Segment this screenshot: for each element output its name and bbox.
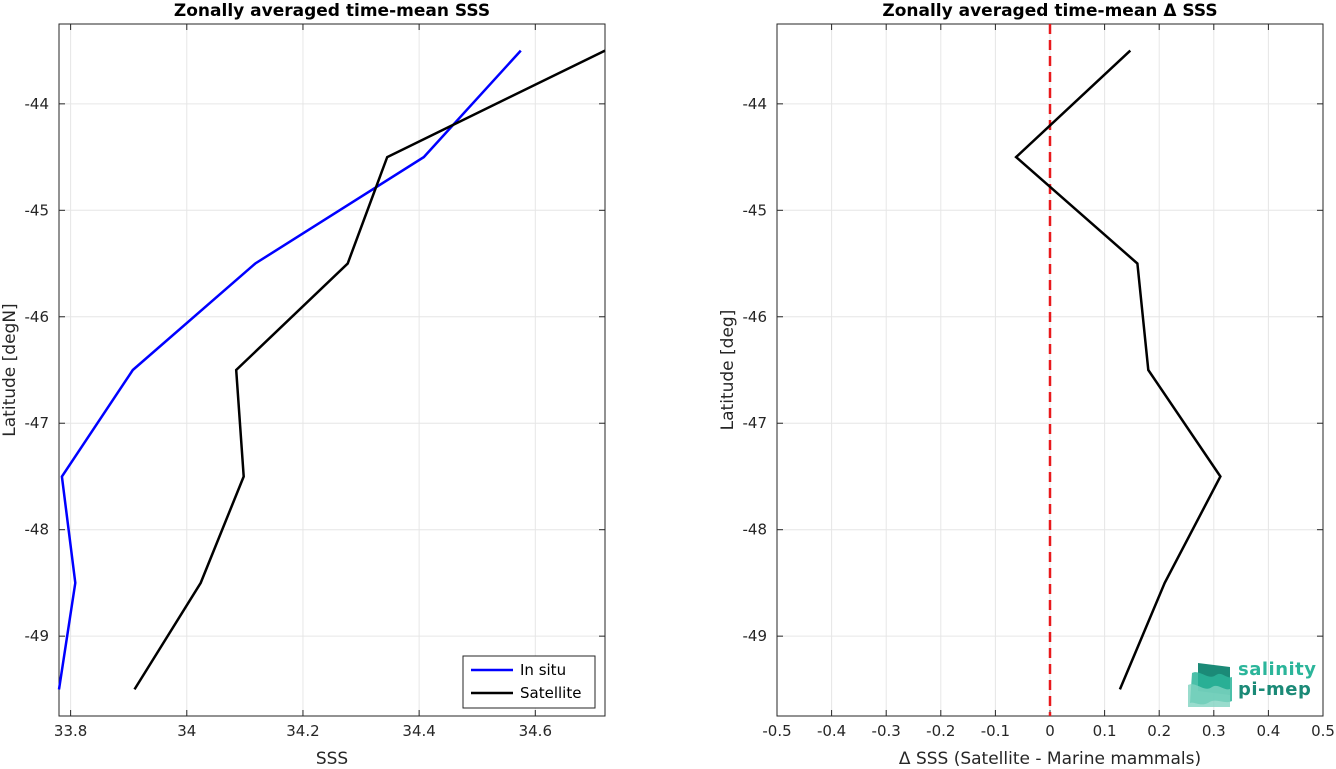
x-tick-label: 0.4 xyxy=(1256,722,1280,740)
y-tick-label: -46 xyxy=(743,308,768,326)
plot-area xyxy=(59,24,605,716)
chart-title: Zonally averaged time-mean SSS xyxy=(174,1,490,21)
x-tick-label: -0.2 xyxy=(926,722,955,740)
y-tick-label: -44 xyxy=(743,95,768,113)
series-line-delta-sss xyxy=(1014,49,1222,690)
x-tick-label: 33.8 xyxy=(54,722,87,740)
logo-wave-icon xyxy=(1188,663,1232,707)
x-tick-label: 34 xyxy=(177,722,196,740)
x-tick-label: -0.3 xyxy=(872,722,901,740)
y-axis-label: Latitude [degN] xyxy=(0,303,20,436)
y-tick-label: -46 xyxy=(25,308,50,326)
right-panel-delta-sss: -0.5 -0.4 -0.3 -0.2 -0.1 0 0.1 0.2 0.3 0.4 0.5 -49 -… xyxy=(718,1,1335,769)
x-tick-label: 34.6 xyxy=(519,722,552,740)
y-tick-label: -49 xyxy=(743,627,768,645)
series-line-satellite xyxy=(133,49,606,691)
y-tick-label: -44 xyxy=(25,95,50,113)
x-tick-label: 0 xyxy=(1045,722,1055,740)
x-tick-label: 0.5 xyxy=(1311,722,1335,740)
x-tick-label: 34.4 xyxy=(402,722,435,740)
x-tick-label: 0.1 xyxy=(1093,722,1117,740)
y-tick-label: -47 xyxy=(743,414,768,432)
legend-label: In situ xyxy=(520,661,566,679)
x-tick-label: -0.1 xyxy=(981,722,1010,740)
chart-title: Zonally averaged time-mean Δ SSS xyxy=(882,1,1217,21)
y-axis-label: Latitude [deg] xyxy=(718,310,738,431)
x-axis-label: SSS xyxy=(316,749,348,769)
series-line-in-situ xyxy=(57,49,522,690)
y-tick-label: -49 xyxy=(25,627,50,645)
y-tick-label: -45 xyxy=(25,201,50,219)
legend-label: Satellite xyxy=(520,684,581,702)
salinity-pi-mep-logo: salinity pi-mep xyxy=(1186,657,1316,709)
legend: In situ Satellite xyxy=(462,655,596,709)
y-tick-label: -48 xyxy=(743,521,768,539)
logo-text-salinity: salinity xyxy=(1238,659,1317,680)
x-tick-label: -0.4 xyxy=(817,722,846,740)
axes-box xyxy=(58,23,606,717)
y-tick-label: -47 xyxy=(25,414,50,432)
x-tick-label: -0.5 xyxy=(762,722,791,740)
left-panel-sss: 33.8 34 34.2 34.4 34.6 -49 -48 -47 -46 -45 -44 Zona… xyxy=(0,1,606,769)
logo-text-pi-mep: pi-mep xyxy=(1238,679,1312,700)
legend-box xyxy=(462,655,596,709)
x-tick-label: 0.3 xyxy=(1202,722,1226,740)
x-tick-label: 0.2 xyxy=(1147,722,1171,740)
y-tick-label: -48 xyxy=(25,521,50,539)
x-tick-label: 34.2 xyxy=(286,722,319,740)
x-axis-label: Δ SSS (Satellite - Marine mammals) xyxy=(899,749,1201,769)
y-tick-label: -45 xyxy=(743,201,768,219)
